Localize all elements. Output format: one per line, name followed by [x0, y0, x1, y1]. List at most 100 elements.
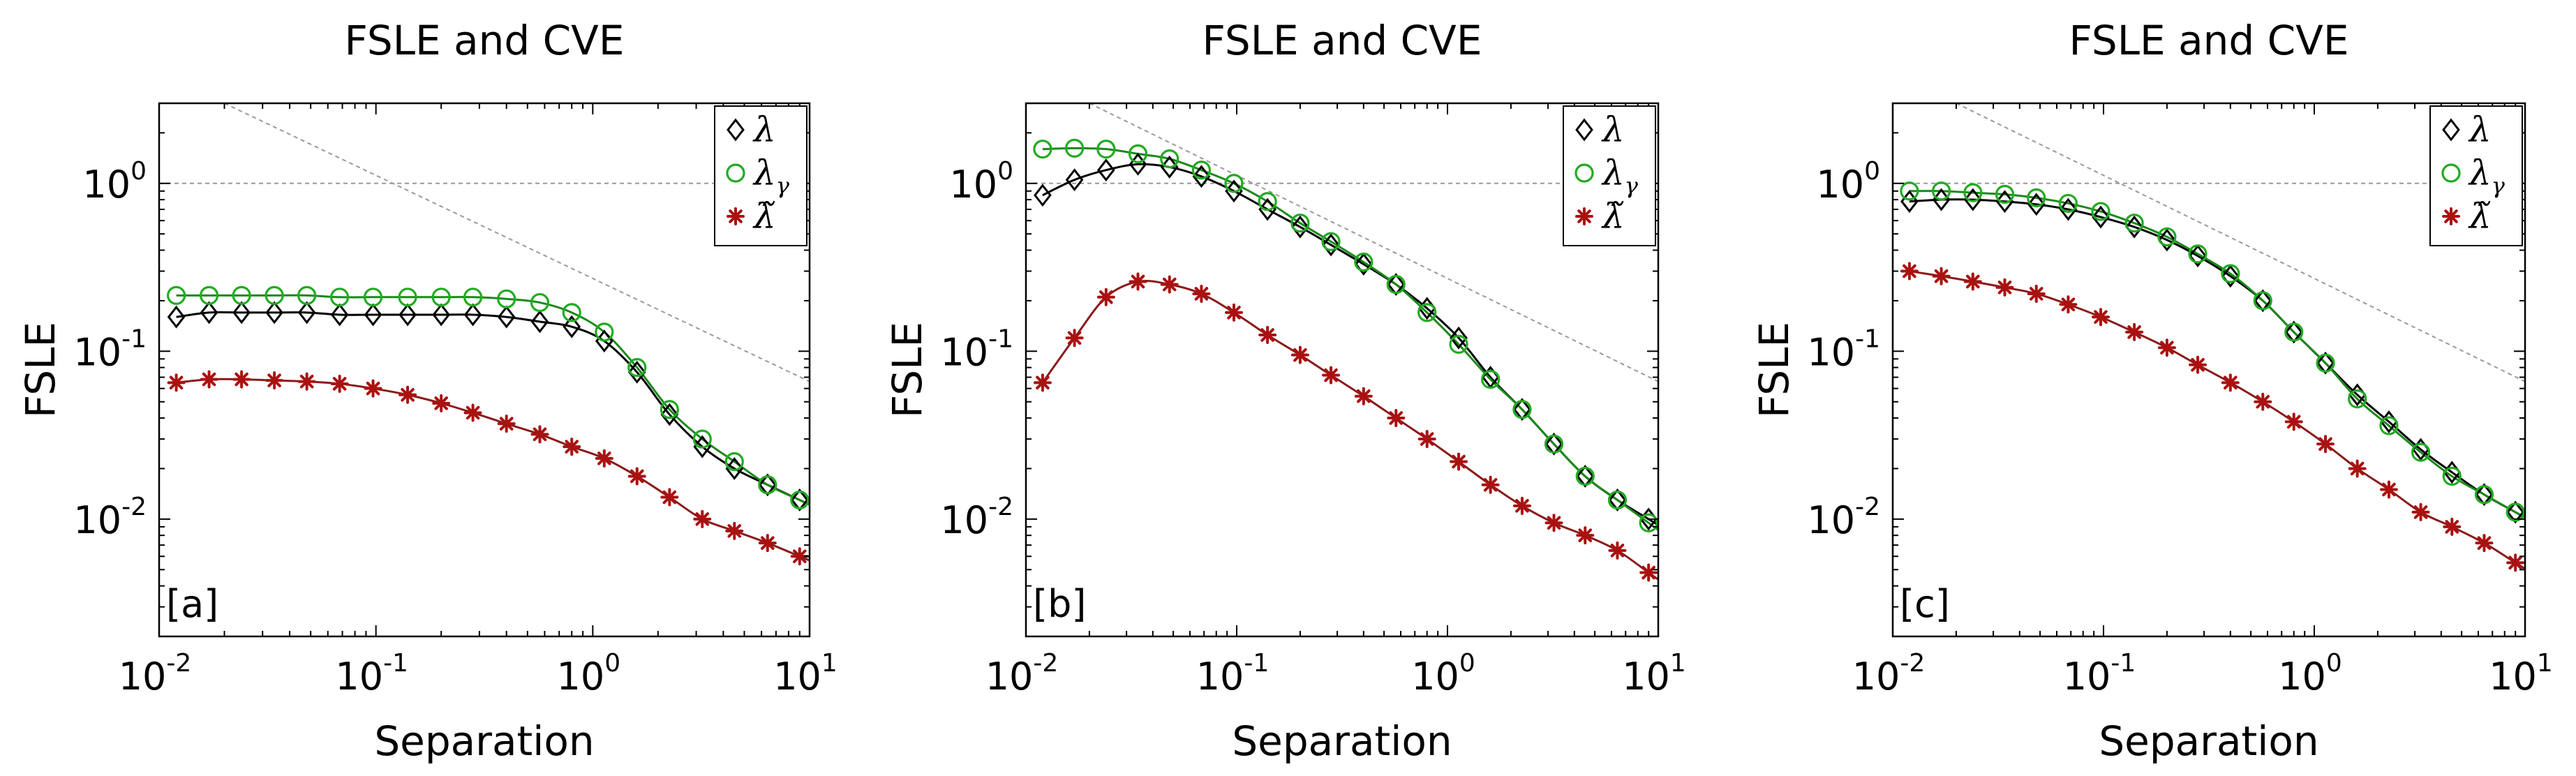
data-point-lambda_gamma [1900, 181, 1919, 201]
data-point-lambda_gamma [232, 285, 251, 305]
x-tick-label-exponent: -1 [2110, 649, 2136, 678]
plot-area [166, 285, 810, 566]
data-point-lambda_tilde [364, 379, 382, 398]
x-tick-label: 101 [1622, 649, 1686, 699]
data-point-lambda_gamma [363, 288, 383, 307]
data-point-lambda_gamma [595, 322, 614, 342]
y-tick-label-base: 10 [1807, 330, 1855, 374]
y-tick-label-base: 10 [73, 330, 121, 374]
data-point-lambda [2221, 264, 2240, 288]
data-point-lambda_gamma [297, 285, 317, 305]
data-point-lambda [2475, 483, 2494, 507]
data-point-lambda_tilde [1160, 275, 1179, 294]
data-point-lambda [790, 488, 809, 512]
legend-label-lambda_tilde: λ̃ [1601, 196, 1625, 237]
data-point-lambda_tilde [200, 370, 218, 389]
data-point-lambda_gamma [1639, 513, 1658, 532]
data-point-lambda_gamma [1481, 370, 1501, 389]
y-tick-label: 10-2 [1807, 493, 1880, 542]
data-point-lambda [1097, 158, 1115, 182]
x-tick-label-exponent: -2 [1900, 649, 1925, 678]
x-tick-label-base: 10 [1196, 655, 1244, 699]
data-point-lambda_tilde [2443, 517, 2462, 536]
data-point-lambda_tilde [2189, 355, 2208, 374]
y-tick-label-exponent: -1 [988, 324, 1013, 353]
legend-label-lambda: λ [1601, 110, 1625, 150]
data-point-lambda_gamma [1096, 140, 1116, 159]
data-point-lambda_tilde [2506, 553, 2525, 572]
x-axis-label: Separation [2099, 717, 2318, 765]
legend-label-subscript: γ [776, 172, 790, 199]
data-point-lambda_gamma [660, 400, 679, 419]
y-tick-label: 100 [949, 157, 1013, 207]
series-line-lambda_gamma [1909, 190, 2525, 519]
data-point-lambda [1192, 165, 1211, 188]
data-point-lambda [693, 435, 712, 458]
data-point-lambda_tilde [2125, 322, 2144, 341]
legend-item-lambda: λ [727, 110, 776, 150]
x-tick-label-exponent: 1 [2537, 649, 2553, 678]
x-tick-label-base: 10 [2278, 655, 2326, 699]
data-point-lambda_gamma [2379, 416, 2399, 435]
data-point-lambda [399, 303, 417, 327]
y-tick-label: 100 [82, 157, 147, 207]
data-point-lambda_gamma [2411, 442, 2431, 462]
x-tick-label-base: 10 [2489, 655, 2537, 699]
y-tick-label-base: 10 [1807, 498, 1855, 542]
data-point-lambda_gamma [431, 288, 451, 307]
data-point-lambda [758, 473, 777, 497]
data-point-lambda [200, 301, 218, 324]
data-point-lambda_gamma [1386, 274, 1406, 294]
data-point-lambda_tilde [1512, 496, 1531, 515]
legend-box [1563, 105, 1656, 246]
data-point-lambda_tilde [2092, 308, 2110, 327]
x-tick-label: 100 [557, 649, 621, 699]
data-point-lambda_tilde [1932, 267, 1951, 285]
series-line-lambda_gamma [176, 294, 810, 506]
data-point-lambda [265, 301, 283, 324]
series-markers-lambda [167, 301, 809, 512]
x-axis-label: Separation [374, 717, 594, 765]
data-point-lambda_gamma [758, 475, 777, 495]
data-point-lambda_gamma [1607, 490, 1628, 510]
data-point-lambda_gamma [1512, 400, 1532, 419]
data-point-lambda [2254, 289, 2272, 313]
x-tick-label-exponent: -2 [1033, 649, 1058, 678]
data-point-lambda_gamma [1963, 183, 1983, 202]
data-point-lambda_gamma [1544, 434, 1564, 454]
axis-ticks [1892, 103, 2526, 637]
data-point-lambda_tilde [330, 374, 349, 393]
data-point-lambda_tilde [463, 403, 482, 422]
data-point-lambda_tilde [399, 385, 417, 404]
data-point-lambda [1450, 326, 1468, 350]
x-tick-label-base: 10 [1852, 655, 1900, 699]
legend-marker-lambda_tilde [1575, 207, 1593, 225]
data-point-lambda_gamma [2027, 188, 2046, 208]
series-markers-lambda_gamma [1900, 181, 2525, 522]
chart-title: FSLE and CVE [2069, 17, 2349, 64]
y-tick-label-exponent: 0 [1864, 157, 1880, 186]
data-point-lambda [2059, 197, 2078, 221]
data-point-lambda_gamma [463, 288, 483, 307]
data-point-lambda_gamma [2157, 227, 2177, 247]
data-point-lambda_tilde [1417, 430, 1436, 449]
data-point-lambda_gamma [2316, 353, 2335, 373]
data-point-lambda_tilde [660, 488, 679, 507]
y-tick-label-exponent: -2 [988, 493, 1013, 521]
legend-marker-lambda_tilde [2442, 207, 2460, 225]
data-point-lambda [2092, 205, 2110, 229]
data-point-lambda_tilde [1995, 278, 2014, 297]
data-point-lambda_gamma [1128, 144, 1148, 164]
data-point-lambda_tilde [497, 415, 516, 433]
x-tick-label-base: 10 [1411, 655, 1459, 699]
data-point-lambda_gamma [790, 490, 810, 510]
series-line-lambda [176, 311, 810, 506]
data-point-lambda_tilde [2411, 502, 2430, 521]
axis-ticks [158, 103, 810, 637]
legend-item-lambda: λ [2442, 110, 2492, 150]
data-point-lambda [497, 305, 516, 329]
